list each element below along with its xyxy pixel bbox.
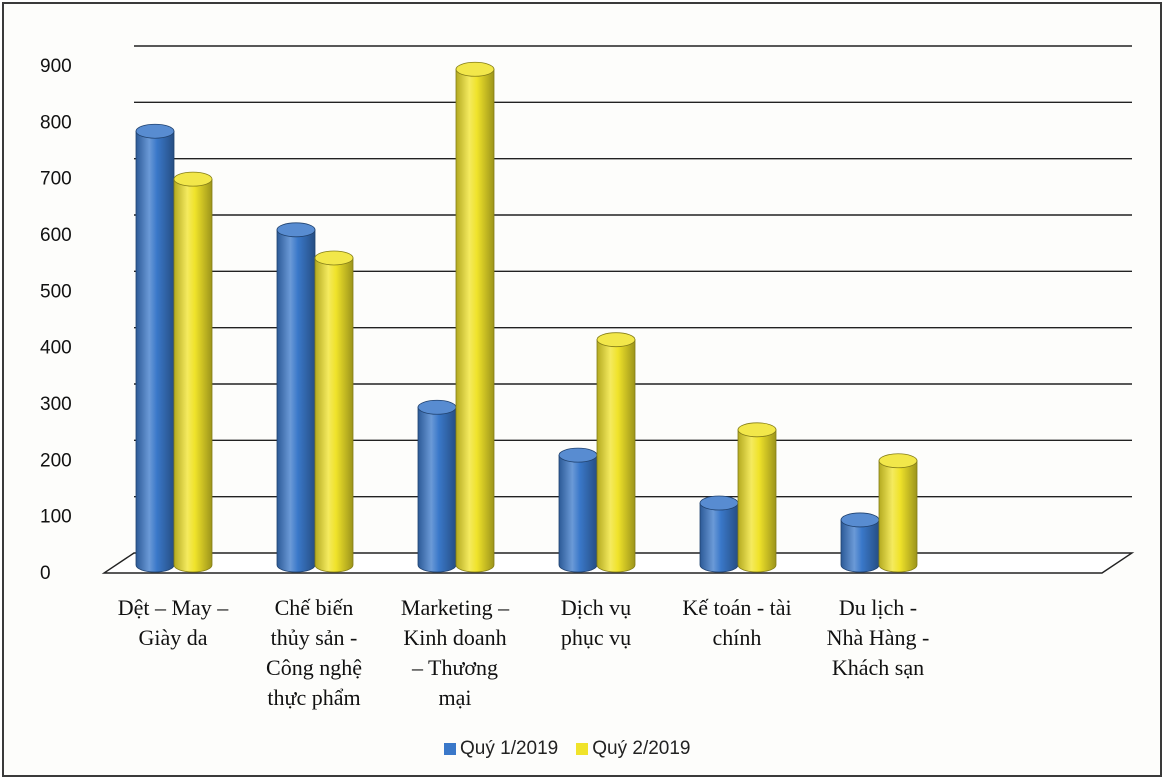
bar-q2 bbox=[173, 171, 213, 573]
bar-top bbox=[878, 453, 918, 469]
y-tick-label: 400 bbox=[40, 338, 72, 359]
bar-top bbox=[314, 250, 354, 266]
bar-q1 bbox=[840, 512, 880, 573]
x-category-line: Dịch vụ bbox=[561, 595, 631, 620]
x-category-line: Công nghệ bbox=[266, 655, 362, 680]
x-category-line: thực phẩm bbox=[267, 685, 360, 710]
bar-q1 bbox=[699, 495, 739, 573]
y-tick-label: 900 bbox=[40, 56, 72, 77]
bar-body bbox=[417, 406, 457, 573]
bar-top bbox=[596, 332, 636, 348]
x-category-label: Marketing – Kinh doanh – Thương mại bbox=[401, 595, 510, 710]
bar-q2 bbox=[737, 422, 777, 573]
bar-body bbox=[878, 460, 918, 573]
x-category-line: Dệt – May – bbox=[118, 595, 230, 620]
bar-body bbox=[314, 257, 354, 573]
bar-q2 bbox=[596, 332, 636, 573]
x-category-line: Kinh doanh bbox=[403, 625, 506, 650]
y-tick-label: 500 bbox=[40, 281, 72, 302]
legend-label-q1: Quý 1/2019 bbox=[460, 738, 559, 759]
x-category-label: Dệt – May – Giày da bbox=[118, 595, 230, 650]
y-tick-label: 0 bbox=[40, 563, 51, 584]
bar-q1 bbox=[558, 447, 598, 573]
x-category-line: Nhà Hàng - bbox=[827, 625, 930, 650]
bar-top bbox=[840, 512, 880, 528]
y-tick-label: 800 bbox=[40, 112, 72, 133]
bar-top bbox=[417, 399, 457, 415]
x-category-label: Chế biến thủy sản - Công nghệ thực phẩm bbox=[266, 595, 362, 710]
x-category-label: Kế toán - tài chính bbox=[682, 595, 791, 650]
bar-top bbox=[455, 61, 495, 77]
bar-body bbox=[173, 178, 213, 573]
bar-q1 bbox=[417, 399, 457, 573]
x-category-line: mại bbox=[439, 685, 472, 710]
bar-body bbox=[135, 130, 175, 573]
y-tick-label: 300 bbox=[40, 394, 72, 415]
bar-q2 bbox=[878, 453, 918, 573]
bar-body bbox=[276, 229, 316, 573]
legend-swatch-q1 bbox=[444, 743, 456, 755]
y-tick-label: 700 bbox=[40, 169, 72, 190]
bar-top bbox=[558, 447, 598, 463]
bar-chart: 0 100 200 300 400 500 600 700 800 900 Dệt – May – G… bbox=[40, 45, 1135, 710]
legend-swatch-q2 bbox=[576, 743, 589, 755]
x-category-line: phục vụ bbox=[561, 625, 631, 650]
bar-body bbox=[596, 339, 636, 573]
x-category-line: chính bbox=[713, 625, 762, 650]
x-category-line: – Thương bbox=[411, 655, 498, 680]
bar-q2 bbox=[455, 61, 495, 573]
bar-body bbox=[558, 454, 598, 573]
bar-top bbox=[276, 222, 316, 238]
bar-top bbox=[173, 171, 213, 187]
x-category-line: Khách sạn bbox=[832, 655, 924, 680]
x-category-line: Chế biến bbox=[275, 595, 354, 620]
bar-body bbox=[455, 68, 495, 573]
x-category-label: Dịch vụ phục vụ bbox=[561, 595, 631, 650]
legend: Quý 1/2019 Quý 2/2019 bbox=[444, 738, 691, 760]
legend-label-q2: Quý 2/2019 bbox=[592, 738, 691, 759]
x-category-label: Du lịch - Nhà Hàng - Khách sạn bbox=[827, 595, 930, 680]
x-category-line: Giày da bbox=[138, 625, 207, 650]
legend-item-q1: Quý 1/2019 bbox=[444, 738, 558, 760]
x-category-line: Du lịch - bbox=[839, 595, 917, 620]
bar-body bbox=[840, 519, 880, 573]
bar-top bbox=[699, 495, 739, 511]
y-tick-label: 200 bbox=[40, 450, 72, 471]
bar-q1 bbox=[135, 123, 175, 573]
x-category-line: thủy sản - bbox=[271, 625, 358, 650]
bar-q2 bbox=[314, 250, 354, 573]
y-tick-label: 100 bbox=[40, 507, 72, 528]
x-category-line: Marketing – bbox=[401, 595, 510, 620]
bar-body bbox=[737, 429, 777, 573]
legend-item-q2: Quý 2/2019 bbox=[576, 738, 691, 760]
y-tick-label: 600 bbox=[40, 225, 72, 246]
x-category-line: Kế toán - tài bbox=[682, 595, 791, 620]
bar-body bbox=[699, 502, 739, 573]
bar-top bbox=[135, 123, 175, 139]
bar-top bbox=[737, 422, 777, 438]
bar-q1 bbox=[276, 222, 316, 573]
